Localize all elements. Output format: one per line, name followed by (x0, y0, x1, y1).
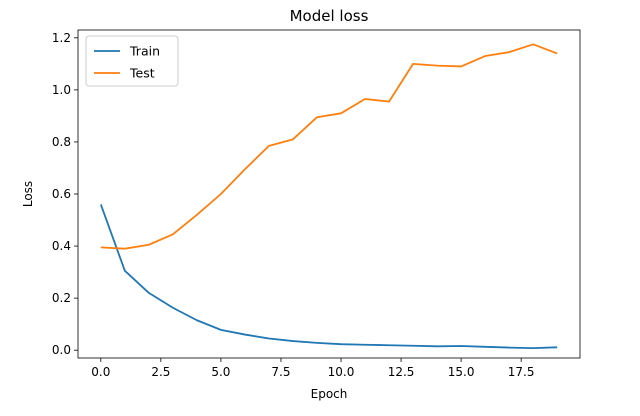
x-tick-label: 12.5 (388, 365, 415, 379)
y-tick-label: 0.0 (52, 343, 71, 357)
x-tick-label: 7.5 (271, 365, 290, 379)
series-line-train (99, 204, 558, 350)
ticks-layer: 0.0 2.5 5.0 7.5 10.0 12.5 15.0 17.5 0.0 0.2 0.4 0.6… (52, 31, 535, 379)
x-axis-title: Epoch (311, 387, 348, 401)
chart-title: Model loss (290, 7, 369, 25)
y-axis-title: Loss (21, 181, 35, 207)
x-tick-label: 17.5 (508, 365, 535, 379)
marks-layer (99, 43, 558, 350)
legend-label-train: Train (129, 44, 160, 59)
x-tick-label: 2.5 (151, 365, 170, 379)
y-tick-label: 0.6 (52, 187, 71, 201)
x-tick-label: 0.0 (91, 365, 110, 379)
y-tick-label: 1.0 (52, 83, 71, 97)
x-tick-label: 10.0 (328, 365, 355, 379)
y-tick-label: 0.8 (52, 135, 71, 149)
y-tick-label: 0.4 (52, 239, 71, 253)
legend-label-test: Test (129, 66, 155, 81)
series-line-test (100, 43, 558, 250)
legend: Train Test (85, 35, 179, 87)
x-tick-label: 15.0 (448, 365, 475, 379)
y-tick-label: 0.2 (52, 291, 71, 305)
y-tick-label: 1.2 (52, 31, 71, 45)
x-tick-label: 5.0 (211, 365, 230, 379)
